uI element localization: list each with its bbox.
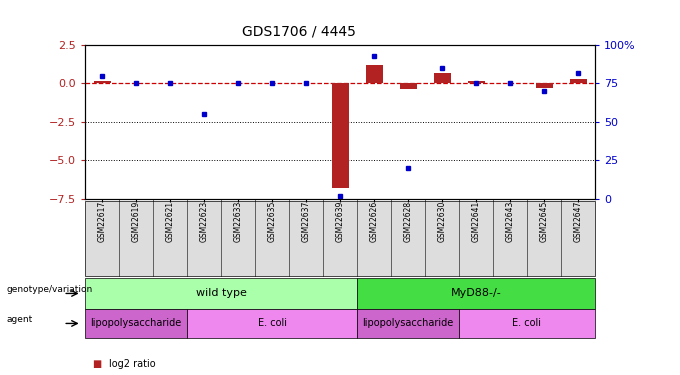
Text: log2 ratio: log2 ratio — [109, 359, 156, 369]
Text: GSM22623: GSM22623 — [199, 201, 209, 242]
Text: GSM22645: GSM22645 — [539, 201, 549, 242]
Text: GSM22637: GSM22637 — [301, 201, 311, 242]
Text: E. coli: E. coli — [513, 318, 541, 328]
Text: genotype/variation: genotype/variation — [7, 285, 93, 294]
Text: GSM22621: GSM22621 — [165, 201, 175, 242]
Text: wild type: wild type — [196, 288, 246, 298]
Text: GSM22628: GSM22628 — [403, 201, 413, 242]
Bar — [400, 84, 416, 89]
Bar — [468, 81, 484, 84]
Text: agent: agent — [7, 315, 33, 324]
Bar — [434, 73, 450, 84]
Text: lipopolysaccharide: lipopolysaccharide — [362, 318, 454, 328]
Text: GSM22639: GSM22639 — [335, 201, 345, 242]
Text: GSM22647: GSM22647 — [573, 201, 583, 242]
Bar — [366, 65, 382, 84]
Text: GSM22626: GSM22626 — [369, 201, 379, 242]
Text: E. coli: E. coli — [258, 318, 286, 328]
Bar — [332, 84, 348, 188]
Bar — [94, 81, 110, 84]
Text: GSM22641: GSM22641 — [471, 201, 481, 242]
Text: GSM22643: GSM22643 — [505, 201, 515, 242]
Text: ■: ■ — [92, 359, 101, 369]
Text: GSM22633: GSM22633 — [233, 201, 243, 242]
Bar — [162, 82, 178, 84]
Text: MyD88-/-: MyD88-/- — [451, 288, 501, 298]
Bar — [196, 82, 212, 84]
Text: GSM22617: GSM22617 — [97, 201, 107, 242]
Bar — [570, 79, 586, 84]
Text: GSM22635: GSM22635 — [267, 201, 277, 242]
Text: GDS1706 / 4445: GDS1706 / 4445 — [242, 24, 356, 38]
Text: GSM22619: GSM22619 — [131, 201, 141, 242]
Text: GSM22630: GSM22630 — [437, 201, 447, 242]
Bar — [536, 84, 552, 88]
Text: lipopolysaccharide: lipopolysaccharide — [90, 318, 182, 328]
